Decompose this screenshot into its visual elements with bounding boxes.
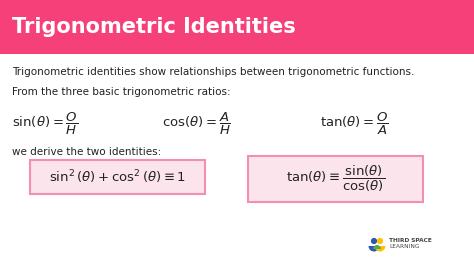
Text: $\cos(\theta) = \dfrac{A}{H}$: $\cos(\theta) = \dfrac{A}{H}$ bbox=[162, 111, 231, 137]
Text: $\sin(\theta) = \dfrac{O}{H}$: $\sin(\theta) = \dfrac{O}{H}$ bbox=[12, 111, 78, 137]
FancyBboxPatch shape bbox=[30, 160, 205, 194]
Wedge shape bbox=[373, 245, 381, 249]
Circle shape bbox=[378, 239, 383, 243]
Text: Trigonometric identities show relationships between trigonometric functions.: Trigonometric identities show relationsh… bbox=[12, 67, 414, 77]
FancyBboxPatch shape bbox=[0, 54, 474, 268]
Text: From the three basic trigonometric ratios:: From the three basic trigonometric ratio… bbox=[12, 87, 231, 97]
Wedge shape bbox=[374, 246, 385, 251]
FancyBboxPatch shape bbox=[248, 156, 423, 202]
Wedge shape bbox=[368, 246, 380, 251]
FancyBboxPatch shape bbox=[0, 0, 474, 54]
Text: $\tan(\theta) = \dfrac{O}{A}$: $\tan(\theta) = \dfrac{O}{A}$ bbox=[320, 111, 389, 137]
Circle shape bbox=[372, 239, 376, 243]
Text: THIRD SPACE: THIRD SPACE bbox=[389, 239, 432, 244]
Text: we derive the two identities:: we derive the two identities: bbox=[12, 147, 161, 157]
Text: Trigonometric Identities: Trigonometric Identities bbox=[12, 17, 296, 37]
Text: LEARNING: LEARNING bbox=[389, 244, 419, 250]
Text: $\tan(\theta) \equiv \dfrac{\sin(\theta)}{\cos(\theta)}$: $\tan(\theta) \equiv \dfrac{\sin(\theta)… bbox=[286, 164, 385, 194]
Text: $\sin^2(\theta) + \cos^2(\theta) \equiv 1$: $\sin^2(\theta) + \cos^2(\theta) \equiv … bbox=[49, 168, 186, 186]
